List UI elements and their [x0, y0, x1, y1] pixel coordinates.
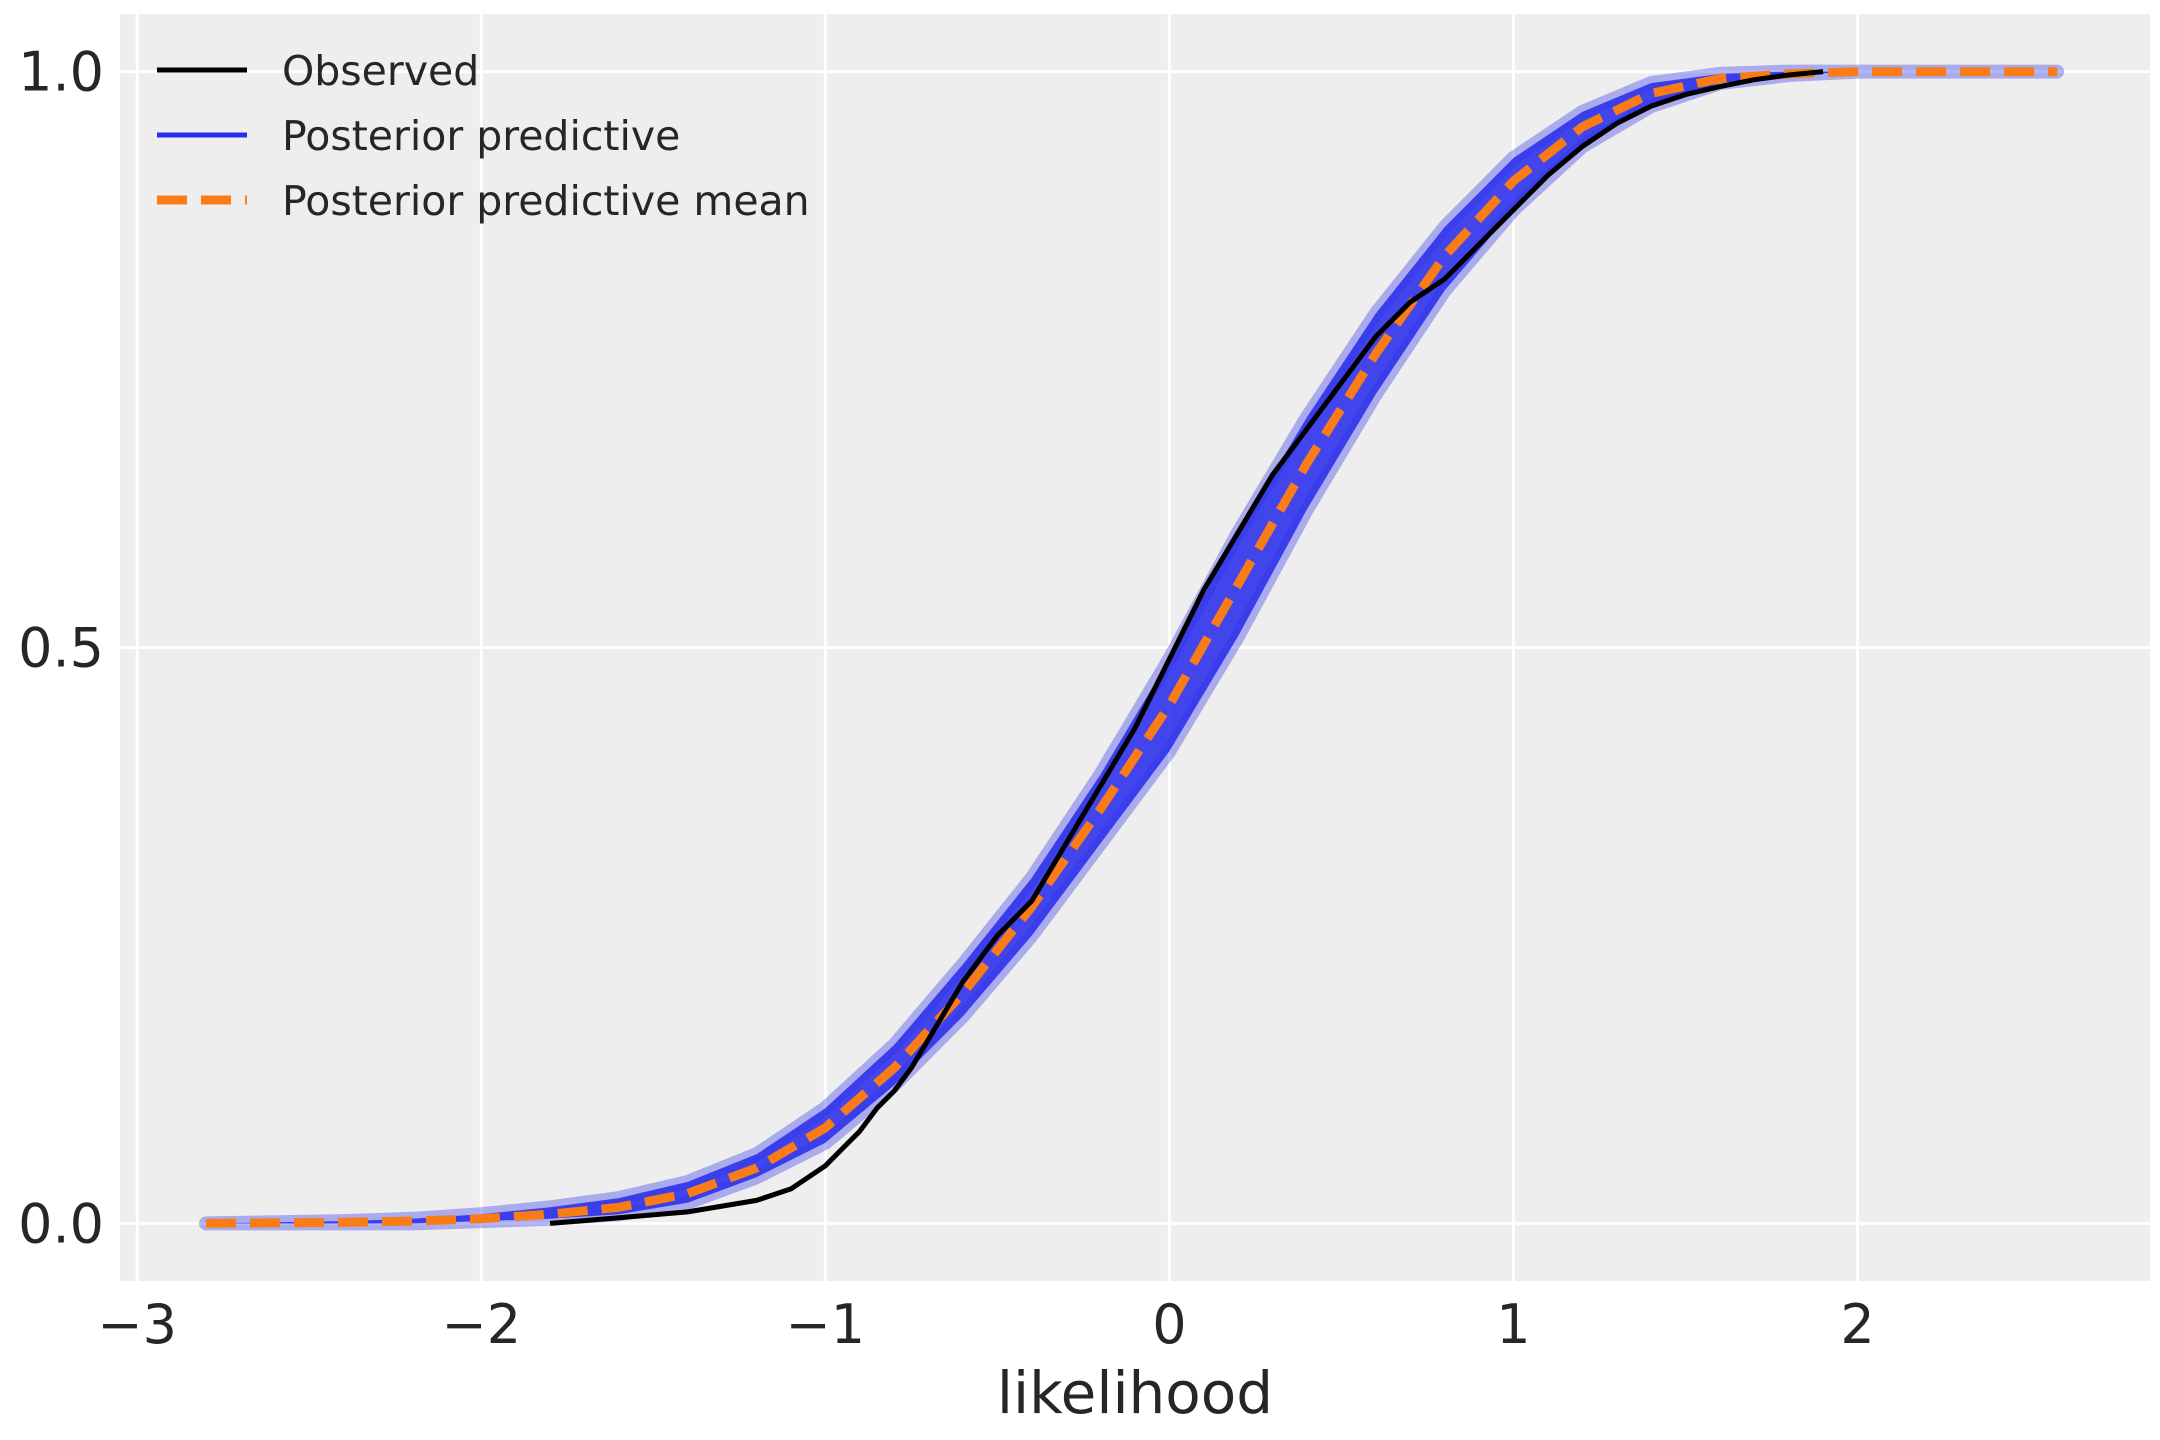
legend-label: Posterior predictive mean	[282, 177, 810, 225]
y-tick-label: 0.0	[18, 1192, 104, 1255]
legend-label: Observed	[282, 47, 479, 95]
posterior-predictive-mean-line	[205, 67, 2058, 1228]
observed-line	[549, 69, 1824, 1226]
x-tick-labels: −3 −2 −1 0 1 2	[97, 1293, 1874, 1356]
x-tick-label: −3	[97, 1293, 177, 1356]
x-tick-label: 0	[1152, 1293, 1186, 1356]
y-tick-label: 1.0	[18, 41, 104, 104]
x-tick-label: 2	[1840, 1293, 1874, 1356]
x-tick-label: −2	[441, 1293, 521, 1356]
series-lines	[205, 67, 2058, 1228]
x-axis-label: likelihood	[997, 1359, 1273, 1427]
legend-label: Posterior predictive	[282, 112, 680, 160]
legend: Observed Posterior predictive Posterior pr…	[157, 47, 810, 225]
x-tick-label: 1	[1496, 1293, 1530, 1356]
y-tick-label: 0.5	[18, 617, 104, 680]
y-tick-labels: 0.0 0.5 1.0	[18, 41, 104, 1256]
x-tick-label: −1	[786, 1293, 866, 1356]
